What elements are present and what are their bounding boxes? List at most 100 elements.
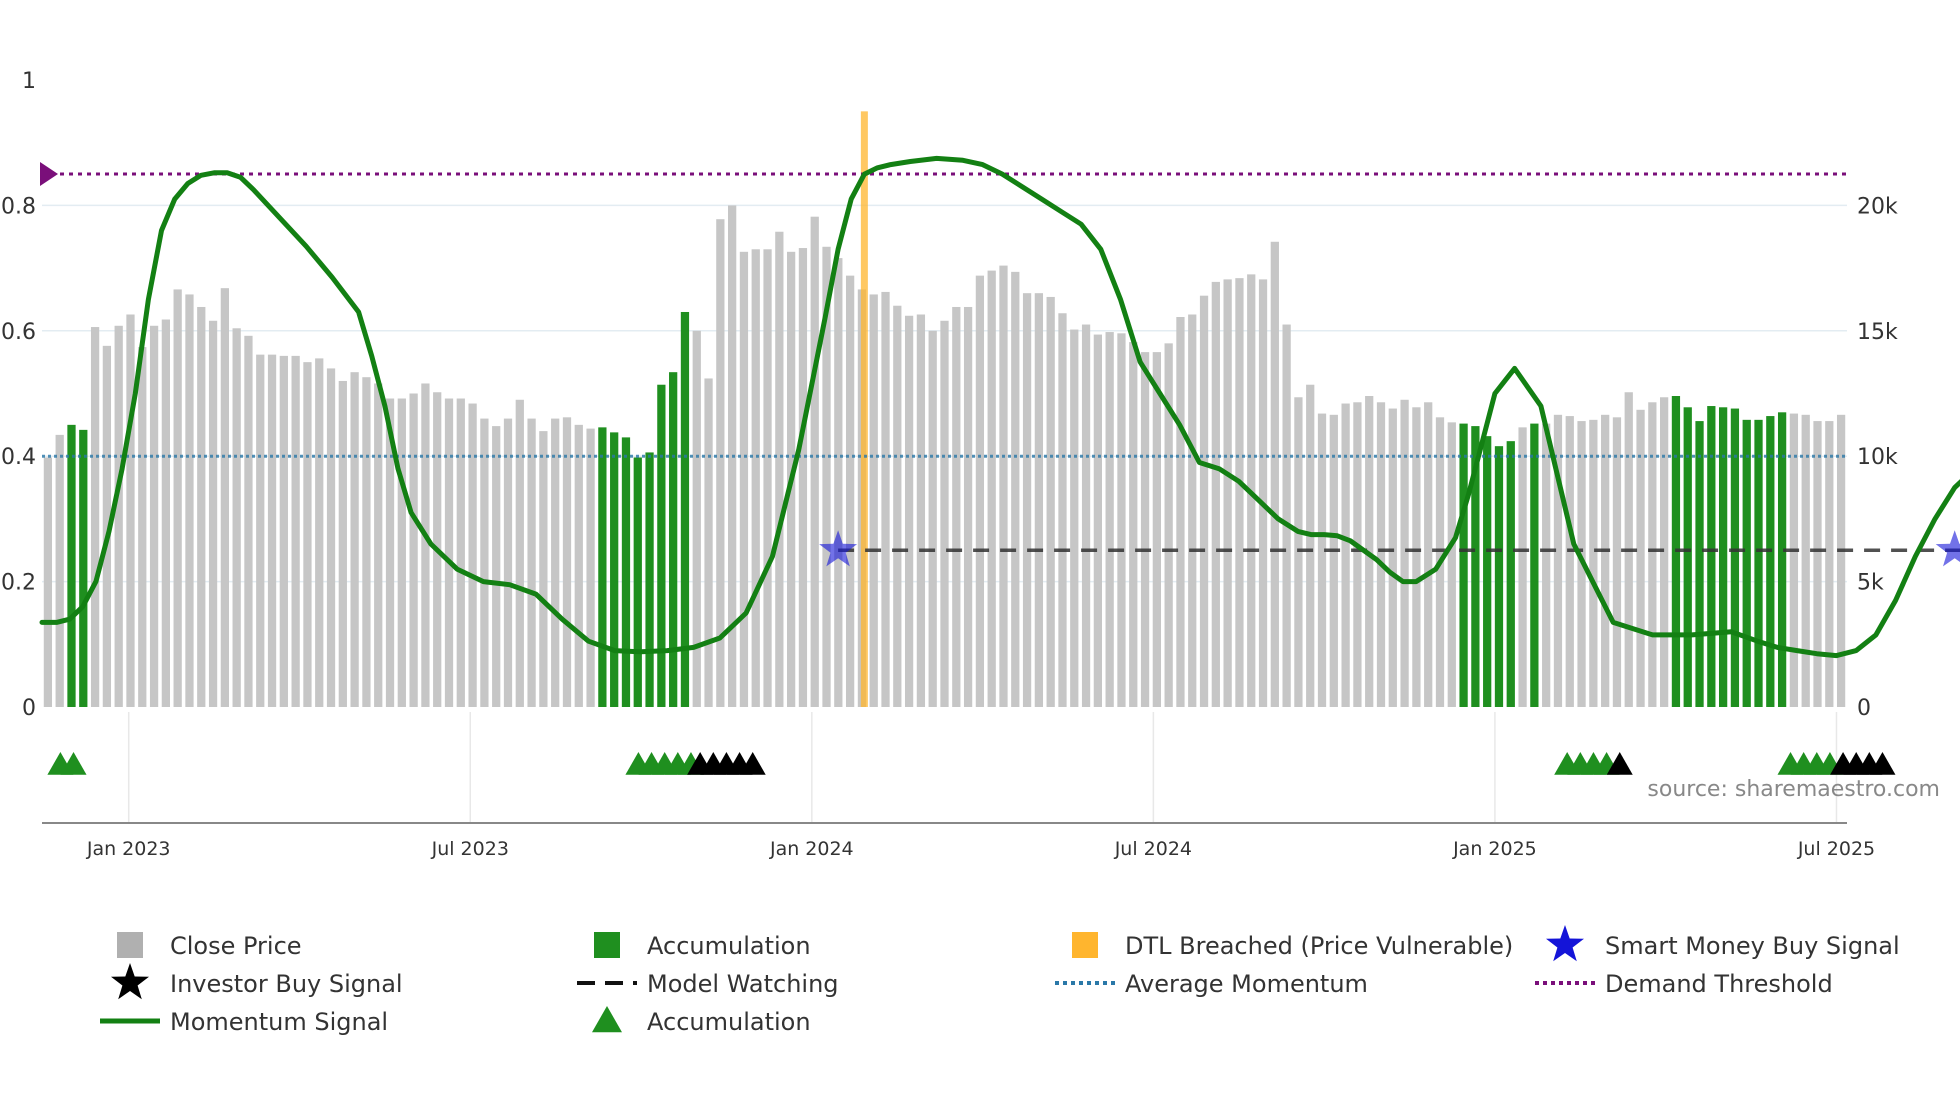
- close-price-bar: [350, 372, 359, 707]
- close-price-bar: [551, 418, 560, 707]
- close-price-bar: [503, 418, 513, 707]
- close-price-bar: [232, 328, 241, 707]
- close-price-bar: [1176, 317, 1185, 707]
- close-price-bar: [1412, 407, 1421, 707]
- close-price-bar: [1542, 423, 1551, 707]
- close-price-bar: [1093, 334, 1102, 707]
- close-price-bar: [1813, 421, 1822, 707]
- close-price-bar: [1046, 296, 1055, 707]
- close-price-bar: [444, 398, 454, 707]
- accumulation-bar: [1494, 446, 1504, 707]
- close-price-bar: [1270, 241, 1279, 708]
- accumulation-bar: [67, 424, 76, 707]
- legend-label-dtl-breached: DTL Breached (Price Vulnerable): [1125, 932, 1513, 960]
- close-price-bar: [1836, 414, 1846, 707]
- close-price-bar: [1294, 397, 1303, 707]
- accumulation-marker-black: [739, 752, 766, 775]
- legend-label-model-watching: Model Watching: [647, 970, 839, 998]
- close-price-bar: [1317, 413, 1327, 707]
- close-price-bar: [1235, 278, 1244, 707]
- close-price-bar: [315, 358, 324, 707]
- accumulation-bar: [1742, 419, 1751, 707]
- close-price-bar: [220, 288, 229, 707]
- close-price-bar: [468, 403, 477, 707]
- close-price-bar: [303, 362, 312, 707]
- close-price-bar: [1447, 422, 1456, 707]
- close-price-bar: [692, 330, 701, 707]
- close-price-bar: [1282, 324, 1291, 707]
- right-tick-label: 20k: [1857, 194, 1898, 219]
- close-price-bar: [326, 368, 336, 707]
- close-price-bar: [1164, 343, 1173, 707]
- close-price-bar: [55, 434, 64, 707]
- close-price-bar: [385, 398, 395, 707]
- close-price-bars: [43, 205, 1846, 708]
- close-price-bar: [1789, 413, 1799, 707]
- accumulation-marker-black: [1606, 752, 1633, 775]
- accumulation-bar: [1766, 416, 1775, 707]
- close-price-bar: [1199, 295, 1209, 707]
- close-price-bar: [527, 418, 536, 707]
- left-tick-label: 1: [22, 69, 36, 94]
- close-price-bar: [1188, 314, 1197, 707]
- accumulation-marker-black: [1869, 752, 1896, 775]
- close-price-bar: [586, 428, 595, 707]
- close-price-bar: [869, 294, 878, 707]
- close-price-bar: [916, 314, 926, 707]
- accumulation-bar: [1530, 423, 1539, 707]
- close-price-bar: [739, 251, 749, 707]
- close-price-bar: [1070, 329, 1079, 707]
- close-price-bar: [185, 294, 194, 707]
- close-price-bar: [267, 354, 277, 707]
- close-price-bar: [1058, 313, 1067, 707]
- close-price-bar: [256, 354, 265, 707]
- accumulation-bar: [79, 429, 88, 707]
- close-price-bar: [515, 399, 524, 707]
- legend-label-accumulation-bar: Accumulation: [647, 932, 811, 960]
- close-price-bar: [374, 383, 383, 707]
- legend-symbol-smart-money: [1546, 925, 1584, 962]
- smart-money-buy-signal: [819, 530, 858, 567]
- close-price-bar: [1565, 416, 1574, 707]
- close-price-bar: [149, 325, 159, 707]
- accumulation-bar: [1459, 423, 1468, 707]
- close-price-bar: [763, 249, 772, 708]
- close-price-bar: [409, 393, 418, 707]
- close-price-bar: [1211, 281, 1220, 707]
- accumulation-bar: [1754, 419, 1763, 707]
- accumulation-bar: [1718, 407, 1728, 707]
- close-price-bar: [1612, 417, 1622, 707]
- close-price-bar: [539, 431, 548, 707]
- close-price-bar: [362, 377, 371, 707]
- signal-markers: [819, 530, 1960, 567]
- left-tick-label: 0: [22, 696, 36, 721]
- accumulation-bar: [645, 452, 654, 707]
- close-price-bar: [1034, 293, 1044, 707]
- momentum-signal-line: [39, 155, 1960, 659]
- close-price-bar: [1553, 414, 1563, 707]
- close-price-bar: [161, 319, 171, 707]
- close-price-bar: [751, 249, 760, 708]
- legend-label-close-price: Close Price: [170, 932, 302, 960]
- close-price-bar: [1329, 414, 1338, 707]
- close-price-bar: [1341, 403, 1350, 707]
- close-price-bar: [952, 306, 961, 707]
- close-price-bar: [704, 378, 713, 707]
- close-price-bar: [1129, 342, 1138, 707]
- right-tick-label: 15k: [1857, 320, 1898, 345]
- close-price-bar: [975, 275, 985, 707]
- reference-lines: [40, 162, 1960, 552]
- close-price-bar: [845, 275, 855, 707]
- dtl-breached-bar: [860, 111, 868, 708]
- close-price-bar: [562, 417, 572, 707]
- legend-label-smart-money: Smart Money Buy Signal: [1605, 932, 1900, 960]
- close-price-bar: [1376, 402, 1386, 707]
- axes: 0 0.2 0.4 0.6 0.8 1 0 5k 10k 15k 20k Jan 2023 Jul 20…: [1, 69, 1898, 860]
- legend-symbol-close-price: [117, 932, 143, 958]
- close-price-bar: [397, 398, 406, 707]
- left-tick-label: 0.6: [1, 320, 36, 345]
- close-price-bar: [834, 258, 843, 707]
- close-price-bar: [480, 418, 489, 707]
- close-price-bar: [102, 345, 112, 707]
- close-price-bar: [1011, 271, 1020, 707]
